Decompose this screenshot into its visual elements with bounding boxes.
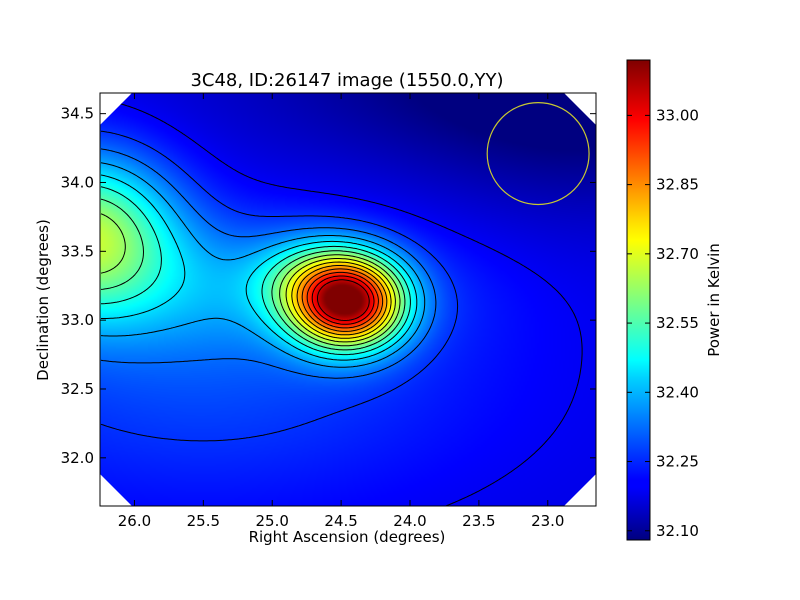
- contour-line: [306, 271, 379, 329]
- x-tick-label: 23.5: [462, 512, 495, 530]
- contour-line: [100, 148, 437, 379]
- y-tick-label: 33.5: [61, 242, 94, 260]
- contour-line: [100, 186, 411, 356]
- x-tick-label: 25.5: [187, 512, 220, 530]
- contour-line: [100, 198, 406, 351]
- colorbar-gradient: [626, 59, 651, 541]
- contour-line: [311, 275, 375, 325]
- colorbar-ticks: 32.10 32.25 32.40 32.55 32.70 32.85 33.00: [627, 106, 699, 540]
- colorbar-tick-label: 32.10: [656, 522, 699, 540]
- x-axis-ticks: 26.0 25.5 25.0 24.5 24.0 23.5 23.0: [118, 93, 564, 530]
- contour-line: [291, 261, 392, 339]
- colorbar-tick-label: 32.40: [656, 383, 699, 401]
- x-tick-label: 24.5: [324, 512, 357, 530]
- contour-line: [317, 279, 370, 321]
- colorbar-tick-label: 33.00: [656, 106, 699, 124]
- y-tick-label: 34.0: [61, 173, 94, 191]
- x-tick-label: 26.0: [118, 512, 151, 530]
- contour-line: [100, 213, 401, 347]
- colorbar-tick-label: 32.70: [656, 245, 699, 263]
- contour-line: [100, 174, 418, 361]
- y-tick-label: 33.0: [61, 311, 94, 329]
- contour-line: [296, 265, 388, 336]
- colorbar-tick-label: 32.85: [656, 176, 699, 194]
- x-tick-label: 24.0: [393, 512, 426, 530]
- y-tick-label: 32.5: [61, 380, 94, 398]
- contour-lines: [100, 99, 583, 506]
- contour-line: [301, 268, 384, 332]
- beam-circle: [486, 102, 590, 206]
- contour-line: [100, 162, 426, 368]
- colorbar-label: Power in Kelvin: [705, 243, 723, 357]
- y-axis-ticks: 32.0 32.5 33.0 33.5 34.0 34.5: [61, 105, 596, 467]
- colorbar-tick-label: 32.25: [656, 453, 699, 471]
- contour-line: [100, 130, 459, 442]
- plot-area: 26.0 25.5 25.0 24.5 24.0 23.5 23.0 32.0 32.5 33.…: [61, 92, 597, 530]
- x-axis-label: Right Ascension (degrees): [249, 528, 446, 546]
- heatmap-image: [100, 93, 596, 506]
- colorbar: 32.10 32.25 32.40 32.55 32.70 32.85 33.00: [626, 59, 699, 541]
- plot-frame: [99, 92, 597, 507]
- x-tick-label: 23.0: [531, 512, 564, 530]
- y-axis-label: Declination (degrees): [34, 219, 52, 381]
- colorbar-tick-label: 32.55: [656, 314, 699, 332]
- y-tick-label: 32.0: [61, 449, 94, 467]
- y-tick-label: 34.5: [61, 105, 94, 123]
- x-tick-label: 25.0: [256, 512, 289, 530]
- chart-title: 3C48, ID:26147 image (1550.0,YY): [190, 70, 503, 91]
- contour-line: [285, 258, 396, 343]
